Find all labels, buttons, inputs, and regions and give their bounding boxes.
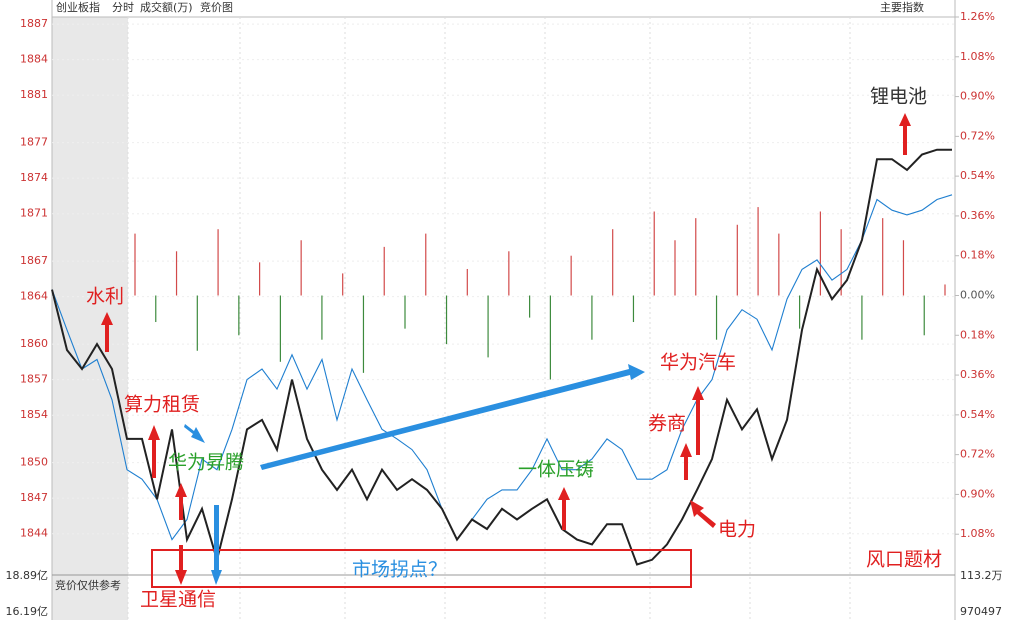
arrows (184, 364, 645, 585)
volume-label: 16.19亿 (6, 605, 49, 618)
annotation: 华为昇腾 (168, 452, 244, 474)
y2-tick-label: 0.00% (960, 289, 995, 302)
header-item: 分时 (112, 1, 134, 14)
annotation: 水利 (86, 286, 124, 308)
annotation: 卫星通信 (140, 589, 216, 611)
arrows (101, 113, 911, 585)
series-line (51, 148, 952, 566)
y-tick-label: 1854 (20, 408, 48, 421)
volume-note: 竞价仅供参考 (55, 578, 121, 592)
y-tick-label: 1857 (20, 373, 48, 386)
annotation: 风口题材 (866, 549, 942, 571)
y2-tick-label: 0.36% (960, 368, 995, 381)
annotation: 市场拐点？ (352, 559, 447, 581)
y-tick-label: 1864 (20, 290, 48, 303)
y2-tick-label: 0.54% (960, 169, 995, 182)
header-right[interactable]: 主要指数 (880, 0, 924, 14)
volume-label: 18.89亿 (6, 569, 49, 582)
y2-tick-label: 0.72% (960, 129, 995, 142)
volume-label: 113.2万 (960, 569, 1003, 582)
y-tick-label: 1860 (20, 337, 48, 350)
y2-tick-label: 0.90% (960, 487, 995, 500)
y-tick-label: 1850 (20, 456, 48, 469)
y2-tick-label: 1.08% (960, 50, 995, 63)
annotation: 券商 (648, 413, 686, 435)
auction-region (52, 17, 128, 620)
volume-label: 970497 (960, 605, 1002, 618)
y2-tick-label: 1.26% (960, 10, 995, 23)
y2-tick-label: 0.54% (960, 408, 995, 421)
marks (51, 16, 959, 566)
annotation: 锂电池 (870, 86, 927, 108)
y-tick-label: 1844 (20, 527, 48, 540)
header-item: 成交额(万) (140, 0, 193, 14)
y-tick-label: 1881 (20, 88, 48, 101)
y-tick-label: 1877 (20, 136, 48, 149)
series-line (51, 194, 953, 541)
y2-tick-label: 0.18% (960, 249, 995, 262)
header-item: 竞价图 (200, 0, 233, 14)
y2-tick-label: 0.18% (960, 328, 995, 341)
y-tick-label: 1847 (20, 491, 48, 504)
y-tick-label: 1867 (20, 254, 48, 267)
annotations: 水利 算力租赁 华为昇腾 卫星通信 市场拐点？ 一体压铸 券商 华为汽车 电力 … (86, 86, 942, 611)
y-tick-label: 1874 (20, 171, 48, 184)
annotation: 电力 (718, 519, 756, 541)
header-title: 创业板指 (56, 0, 100, 14)
y-tick-label: 1871 (20, 207, 48, 220)
annotation: 一体压铸 (518, 459, 594, 481)
y2-tick-label: 0.36% (960, 209, 995, 222)
y-tick-label: 1887 (20, 17, 48, 30)
y2-tick-label: 0.90% (960, 90, 995, 103)
annotation: 华为汽车 (660, 352, 736, 374)
time-grid (127, 17, 851, 620)
y2-tick-label: 0.72% (960, 448, 995, 461)
y2-tick-label: 1.08% (960, 527, 995, 540)
annotation: 算力租赁 (124, 394, 200, 416)
y-tick-label: 1884 (20, 53, 48, 66)
highlight-box (151, 549, 692, 588)
